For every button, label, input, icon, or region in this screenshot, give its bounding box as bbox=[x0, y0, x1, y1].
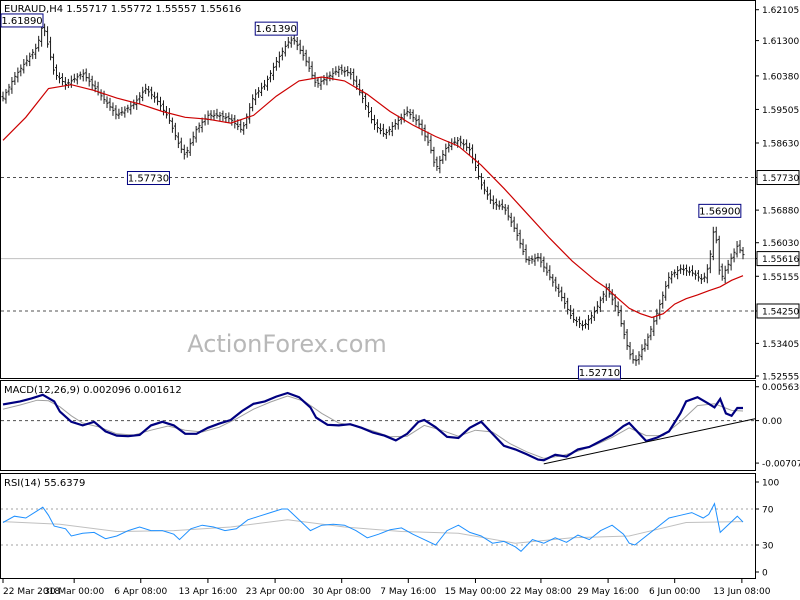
price-axis-label: 1.52555 bbox=[762, 373, 799, 383]
macd-trendline bbox=[543, 418, 756, 465]
price-axis-label: 1.61300 bbox=[762, 37, 799, 47]
watermark: ActionForex.com bbox=[187, 330, 387, 358]
x-axis-label: 29 May 16:00 bbox=[577, 587, 639, 597]
macd-header: MACD(12,26,9) 0.002096 0.001612 bbox=[4, 385, 182, 396]
x-axis-label: 22 May 08:00 bbox=[510, 587, 572, 597]
x-axis-label: 13 Apr 16:00 bbox=[179, 587, 238, 597]
macd-axis-label: 0.00 bbox=[762, 417, 782, 427]
price-axis-label: 1.58630 bbox=[762, 139, 799, 149]
price-axis-highlight-box bbox=[756, 303, 800, 319]
price-header: EURAUD,H4 1.55717 1.55772 1.55557 1.5561… bbox=[4, 4, 241, 15]
annotation-label: 1.61390 bbox=[256, 24, 297, 35]
annotation-label: 1.57730 bbox=[128, 174, 169, 185]
rsi-axis-label: 30 bbox=[762, 542, 774, 552]
price-axis-label: 1.56880 bbox=[762, 207, 799, 217]
annotation-box-0 bbox=[0, 13, 44, 28]
rsi-header: RSI(14) 55.6379 bbox=[4, 478, 85, 489]
price-axis-label: 1.55155 bbox=[762, 273, 799, 283]
annotation-box-3 bbox=[698, 203, 742, 218]
macd-panel-frame bbox=[0, 380, 756, 471]
macd-axis-label: -0.007075 bbox=[762, 460, 800, 470]
x-axis-label: 6 Apr 08:00 bbox=[114, 587, 167, 597]
x-axis-label: 13 Jun 08:00 bbox=[713, 587, 770, 597]
macd-plot bbox=[1, 391, 756, 465]
price-axis-label: 1.57730 bbox=[762, 174, 799, 184]
x-axis-label: 23 Apr 00:00 bbox=[246, 587, 305, 597]
annotation-box-4 bbox=[577, 365, 621, 380]
rsi-axis-label: 0 bbox=[762, 569, 768, 579]
rsi-panel-frame bbox=[0, 473, 756, 579]
x-axis-label: 7 May 16:00 bbox=[380, 587, 436, 597]
price-axis-label: 1.60380 bbox=[762, 72, 799, 82]
rsi-axis-label: 100 bbox=[762, 479, 779, 489]
annotation-box-2 bbox=[126, 171, 170, 186]
axes: 1.62105 1.61300 1.60380 1.59505 1.58630 1.577… bbox=[2, 6, 800, 597]
rsi-plot bbox=[1, 502, 755, 552]
macd-line bbox=[2, 391, 743, 462]
price-panel-frame bbox=[0, 0, 756, 379]
price-axis-label: 1.54250 bbox=[762, 307, 799, 317]
price-axis-label: 1.55616 bbox=[762, 255, 799, 265]
x-axis-label: 15 May 00:00 bbox=[445, 587, 507, 597]
x-axis-label: 22 Mar 2018 bbox=[3, 587, 60, 597]
macd-axis-label: 0.005636 bbox=[762, 383, 800, 393]
rsi-axis-label: 70 bbox=[762, 506, 774, 516]
x-axis-label: 30 Mar 00:00 bbox=[44, 587, 104, 597]
moving-average-line bbox=[2, 76, 744, 319]
price-axis-highlight-box bbox=[756, 170, 800, 186]
rsi-line bbox=[2, 502, 744, 552]
x-axis-label: 6 Jun 00:00 bbox=[649, 587, 701, 597]
annotation-label: 1.52710 bbox=[579, 368, 620, 379]
price-axis-highlight-box bbox=[756, 251, 800, 267]
price-axis-label: 1.59505 bbox=[762, 106, 799, 116]
annotation-box-1 bbox=[254, 21, 298, 36]
price-axis-label: 1.62105 bbox=[762, 6, 799, 16]
price-plot: 1.61890 1.61390 1.57730 1.56900 1.52710 bbox=[0, 13, 755, 380]
price-axis-label: 1.53405 bbox=[762, 340, 799, 350]
x-axis-label: 30 Apr 08:00 bbox=[312, 587, 371, 597]
annotation-label: 1.56900 bbox=[699, 206, 740, 217]
annotation-label: 1.61890 bbox=[1, 16, 42, 27]
price-axis-label: 1.56030 bbox=[762, 239, 799, 249]
